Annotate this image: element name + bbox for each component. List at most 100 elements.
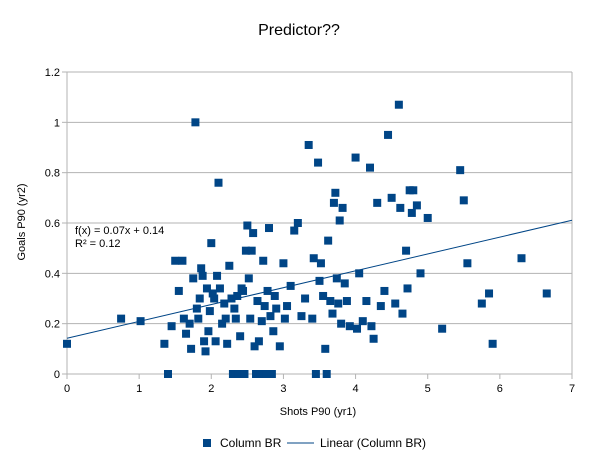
data-point: [220, 299, 229, 308]
y-tick-label: 0.6: [45, 218, 60, 230]
data-point: [355, 269, 364, 278]
data-point: [362, 297, 371, 306]
data-point: [485, 289, 494, 298]
data-point: [215, 284, 224, 293]
data-point: [244, 274, 253, 283]
data-point: [279, 259, 288, 268]
data-point: [266, 312, 275, 321]
data-point: [182, 329, 191, 338]
data-point: [322, 370, 331, 378]
data-point: [290, 226, 299, 235]
data-point: [164, 370, 172, 378]
y-tick-label: 0.8: [45, 168, 60, 180]
data-point: [391, 299, 400, 308]
data-point: [423, 213, 432, 222]
data-point: [247, 246, 256, 255]
data-point: [270, 291, 279, 300]
data-point: [240, 370, 249, 378]
legend: Column BR Linear (Column BR): [203, 436, 426, 450]
data-point: [246, 314, 255, 323]
data-point: [412, 201, 421, 210]
trendline: [66, 219, 573, 339]
data-point: [456, 166, 465, 175]
data-point: [280, 314, 289, 323]
data-point: [236, 332, 245, 341]
data-point: [234, 370, 243, 378]
data-point: [326, 297, 335, 306]
data-point: [187, 344, 196, 353]
legend-marker-icon: [203, 439, 211, 447]
data-point: [332, 274, 341, 283]
legend-label-series: Column BR: [220, 436, 282, 450]
data-point: [221, 314, 230, 323]
x-axis-label: Shots P90 (yr1): [280, 406, 356, 418]
data-point: [269, 327, 278, 336]
data-point: [324, 236, 333, 245]
data-point: [315, 276, 324, 285]
data-point: [267, 370, 276, 378]
data-point: [225, 261, 234, 270]
data-point: [329, 198, 338, 207]
data-point: [208, 289, 217, 298]
data-point: [185, 319, 194, 328]
r-squared-label: R² = 0.12: [75, 238, 121, 250]
data-point: [340, 279, 349, 288]
data-point: [384, 130, 393, 139]
data-point: [376, 302, 385, 311]
x-tick-label: 6: [497, 383, 503, 395]
y-tick-label: 0.4: [45, 268, 60, 280]
data-point: [463, 259, 472, 268]
data-point: [214, 178, 223, 187]
data-point: [228, 370, 237, 378]
data-point: [309, 254, 318, 263]
data-point: [249, 229, 258, 238]
data-point: [283, 302, 292, 311]
x-tick-label: 0: [64, 383, 70, 395]
data-point: [353, 324, 362, 333]
y-tick-label: 1: [54, 117, 60, 129]
data-point: [243, 221, 252, 230]
data-point: [63, 339, 71, 348]
data-point: [387, 193, 396, 202]
data-point: [265, 224, 273, 233]
y-tick-label: 1.2: [45, 67, 60, 79]
data-point: [257, 317, 266, 326]
data-point: [342, 297, 351, 306]
x-tick-label: 3: [280, 383, 286, 395]
data-point: [200, 337, 209, 346]
data-point: [328, 309, 337, 318]
data-point: [211, 337, 220, 346]
data-point: [205, 307, 214, 316]
data-point: [319, 291, 328, 300]
data-point: [195, 294, 204, 303]
data-point: [334, 299, 343, 308]
data-point: [331, 188, 340, 197]
data-point: [380, 286, 389, 295]
data-point: [438, 324, 447, 333]
data-point: [167, 322, 176, 331]
data-point: [275, 342, 284, 351]
data-point: [369, 334, 378, 343]
data-point: [477, 299, 486, 308]
data-point: [416, 269, 425, 278]
data-point: [192, 304, 201, 313]
data-point: [160, 339, 169, 348]
data-point: [259, 256, 268, 265]
gridlines: [67, 71, 572, 375]
data-point: [210, 294, 219, 303]
data-point: [337, 319, 346, 328]
data-point: [189, 274, 198, 283]
data-point: [542, 289, 551, 298]
data-point: [311, 370, 320, 378]
data-point: [207, 239, 216, 248]
x-tick-label: 5: [425, 383, 431, 395]
data-point: [174, 286, 183, 295]
data-point: [227, 294, 236, 303]
data-point: [202, 284, 211, 293]
data-point: [252, 370, 261, 378]
y-axis-label: Goals P90 (yr2): [16, 183, 28, 260]
x-axis-tick-labels: 0 1 2 3 4 5 6 7: [64, 383, 575, 395]
x-tick-label: 1: [136, 383, 142, 395]
data-point: [409, 186, 418, 195]
data-point: [308, 314, 317, 323]
